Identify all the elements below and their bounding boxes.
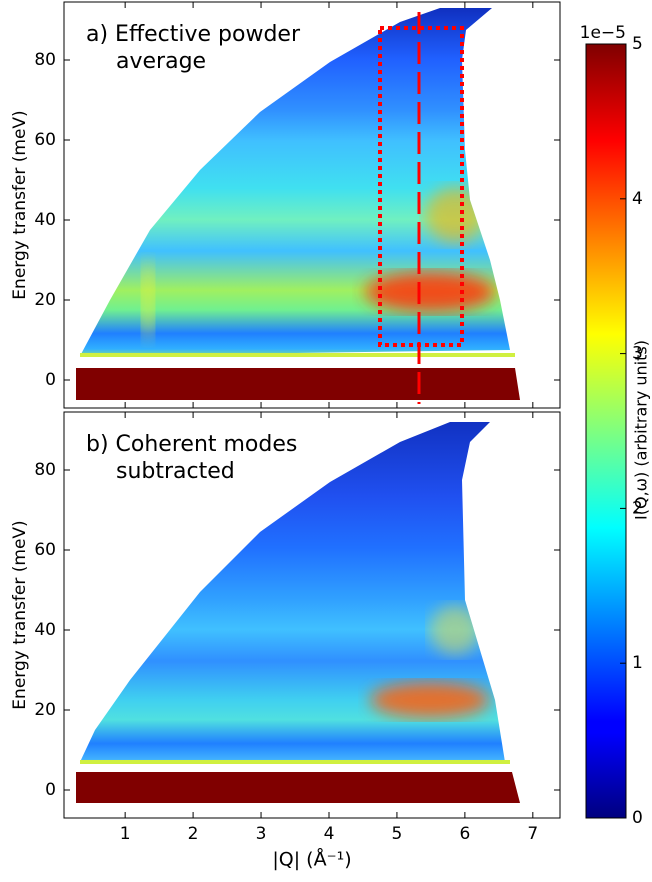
y-axis-label: Energy transfer (meV) bbox=[10, 520, 30, 709]
y-tick-label: 20 bbox=[34, 700, 56, 720]
annotation: average bbox=[116, 49, 206, 74]
y-tick-label: 60 bbox=[34, 130, 56, 150]
y-tick-label: 0 bbox=[45, 780, 56, 800]
y-tick-label: 40 bbox=[34, 620, 56, 640]
colorbar-offset: 1e−5 bbox=[580, 23, 626, 43]
x-axis-label: |Q| (Å⁻¹) bbox=[272, 848, 351, 871]
y-tick-label: 20 bbox=[34, 290, 56, 310]
y-tick-label: 80 bbox=[34, 460, 56, 480]
x-tick-label: 5 bbox=[392, 824, 403, 844]
y-tick-label: 40 bbox=[34, 210, 56, 230]
x-tick-label: 4 bbox=[324, 824, 335, 844]
colorbar-tick-label: 1 bbox=[632, 653, 643, 673]
annotation: b) Coherent modes bbox=[86, 432, 297, 457]
colorbar-tick-label: 4 bbox=[632, 189, 643, 209]
axes-frame bbox=[63, 1, 561, 409]
y-tick-label: 80 bbox=[34, 50, 56, 70]
colorbar-tick-label: 3 bbox=[632, 344, 643, 364]
colorbar-tick-label: 0 bbox=[632, 808, 643, 828]
x-tick-label: 2 bbox=[188, 824, 199, 844]
y-axis-label: Energy transfer (meV) bbox=[10, 110, 30, 299]
y-tick-label: 60 bbox=[34, 540, 56, 560]
y-tick-label: 0 bbox=[45, 370, 56, 390]
colorbar-tick-label: 5 bbox=[632, 34, 643, 54]
x-tick-label: 3 bbox=[256, 824, 267, 844]
colorbar-tick-label: 2 bbox=[632, 498, 643, 518]
colorbar-label: I(Q,ω) (arbitrary units) bbox=[632, 340, 651, 520]
axes-frame bbox=[63, 411, 561, 819]
colorbar bbox=[585, 43, 627, 819]
x-tick-label: 7 bbox=[527, 824, 538, 844]
x-tick-label: 6 bbox=[459, 824, 470, 844]
annotation: a) Effective powder bbox=[86, 22, 301, 47]
x-tick-label: 1 bbox=[120, 824, 131, 844]
annotation: subtracted bbox=[116, 459, 235, 484]
